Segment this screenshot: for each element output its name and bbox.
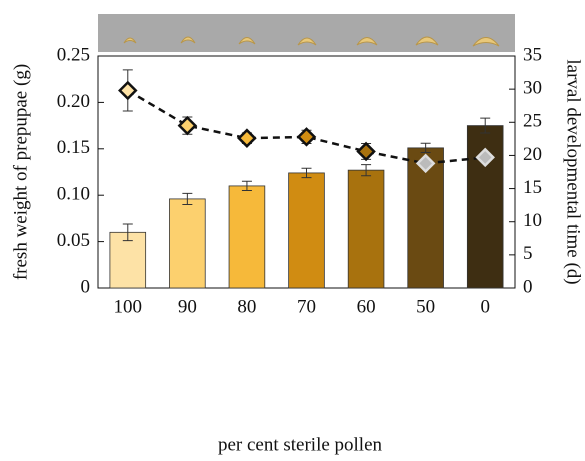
y-tick-label: 0.25 <box>57 44 90 65</box>
marker <box>296 127 317 147</box>
marker <box>237 128 257 148</box>
y-tick-label: 0.20 <box>57 91 90 112</box>
y2-tick-label: 5 <box>523 243 533 264</box>
bar-error <box>122 223 133 242</box>
y2-tick-label: 35 <box>523 44 542 65</box>
bar <box>109 231 147 289</box>
x-tick-label: 100 <box>114 296 143 317</box>
marker <box>356 141 376 162</box>
larvae-photo <box>98 14 515 52</box>
marker <box>118 80 138 101</box>
y-tick-label: 0.15 <box>57 137 90 158</box>
bar <box>169 198 206 289</box>
y2-tick-label: 20 <box>523 144 542 165</box>
bar <box>288 172 325 289</box>
bar-error <box>480 117 491 134</box>
x-axis-label: per cent sterile pollen <box>218 434 383 455</box>
x-tick-label: 80 <box>237 296 256 317</box>
bar <box>228 185 266 289</box>
y-tick-label: 0 <box>81 276 91 297</box>
x-tick-label: 90 <box>178 296 197 317</box>
bar <box>347 169 385 289</box>
bar-error <box>420 142 431 154</box>
bar-error <box>182 192 193 205</box>
y2-tick-label: 30 <box>523 78 542 99</box>
x-tick-label: 70 <box>297 296 316 317</box>
bar-error <box>361 164 372 177</box>
marker <box>475 147 495 168</box>
x-tick-label: 60 <box>357 296 376 317</box>
y-axis-label: fresh weight of prepupae (g) <box>10 64 31 280</box>
y-tick-label: 0.10 <box>57 184 90 205</box>
larvae-icons <box>123 36 500 47</box>
marker <box>177 115 198 136</box>
y2-tick-label: 25 <box>523 111 542 132</box>
bar-error <box>301 167 312 179</box>
marker <box>415 153 436 174</box>
y2-axis-label: larval developmental time (d) <box>563 59 584 284</box>
x-tick-label: 0 <box>480 296 490 317</box>
y2-tick-label: 15 <box>523 177 542 198</box>
bar-error <box>241 180 252 192</box>
y2-tick-label: 10 <box>523 210 542 231</box>
y2-tick-label: 0 <box>523 276 533 297</box>
x-tick-label: 50 <box>416 296 435 317</box>
y-tick-label: 0.05 <box>57 230 90 251</box>
